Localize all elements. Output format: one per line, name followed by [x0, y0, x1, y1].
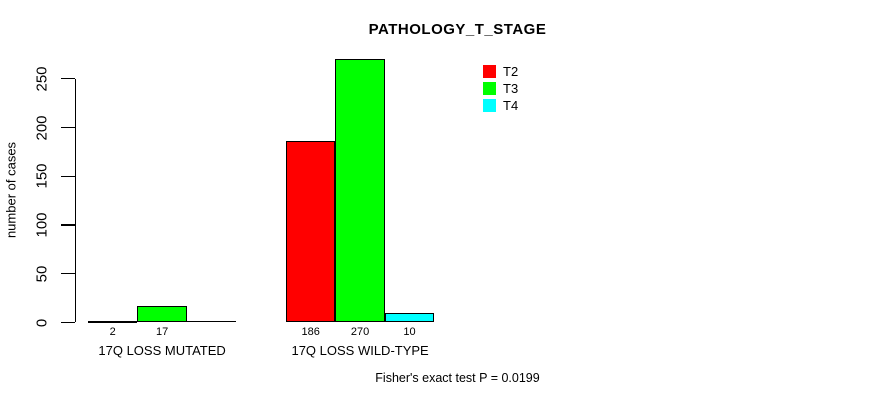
legend-row-t2: T2 [483, 63, 518, 80]
bar-value-label-t3-group2: 270 [350, 326, 370, 338]
y-tick [61, 175, 75, 177]
bar-value-label-t2-group2: 186 [301, 326, 320, 338]
category-label-group2: 17Q LOSS WILD-TYPE [291, 343, 429, 358]
y-tick [61, 321, 75, 324]
y-tick [61, 224, 75, 226]
y-tick [61, 127, 75, 129]
bar-t2-group1 [88, 320, 138, 323]
legend-label-t2: T2 [503, 64, 519, 79]
y-tick-label: 250 [33, 66, 51, 92]
chart-title: PATHOLOGY_T_STAGE [368, 21, 547, 38]
category-label-group1: 17Q LOSS MUTATED [98, 343, 226, 358]
bar-t4-group2 [384, 312, 435, 323]
y-tick-label: 200 [33, 115, 51, 141]
y-tick-label: 100 [33, 212, 51, 238]
legend-swatch-t2 [483, 65, 496, 78]
annotation-text: Fisher's exact test P = 0.0199 [375, 371, 540, 385]
y-tick-label: 150 [33, 163, 51, 189]
legend: T2 T3 T4 [483, 63, 518, 114]
bar-value-label-t3-group1: 17 [155, 326, 169, 338]
bar-t2-group2 [286, 141, 336, 323]
legend-swatch-t3 [483, 82, 496, 95]
bar-value-label-t4-group2: 10 [403, 326, 416, 338]
legend-row-t4: T4 [483, 97, 518, 114]
y-tick [61, 78, 75, 80]
y-tick [61, 273, 75, 275]
bar-t4-group1-zero [186, 321, 237, 323]
bar-value-label-t2-group1: 2 [109, 326, 116, 338]
legend-label-t3: T3 [503, 81, 519, 96]
bar-t3-group1 [137, 305, 187, 323]
y-axis-line [75, 78, 77, 323]
legend-label-t4: T4 [503, 98, 519, 113]
y-tick-label: 0 [33, 318, 51, 327]
legend-row-t3: T3 [483, 80, 518, 97]
bar-t3-group2 [335, 59, 385, 323]
legend-swatch-t4 [483, 99, 496, 112]
y-tick-label: 50 [33, 265, 51, 283]
y-axis-label: number of cases [3, 141, 19, 239]
